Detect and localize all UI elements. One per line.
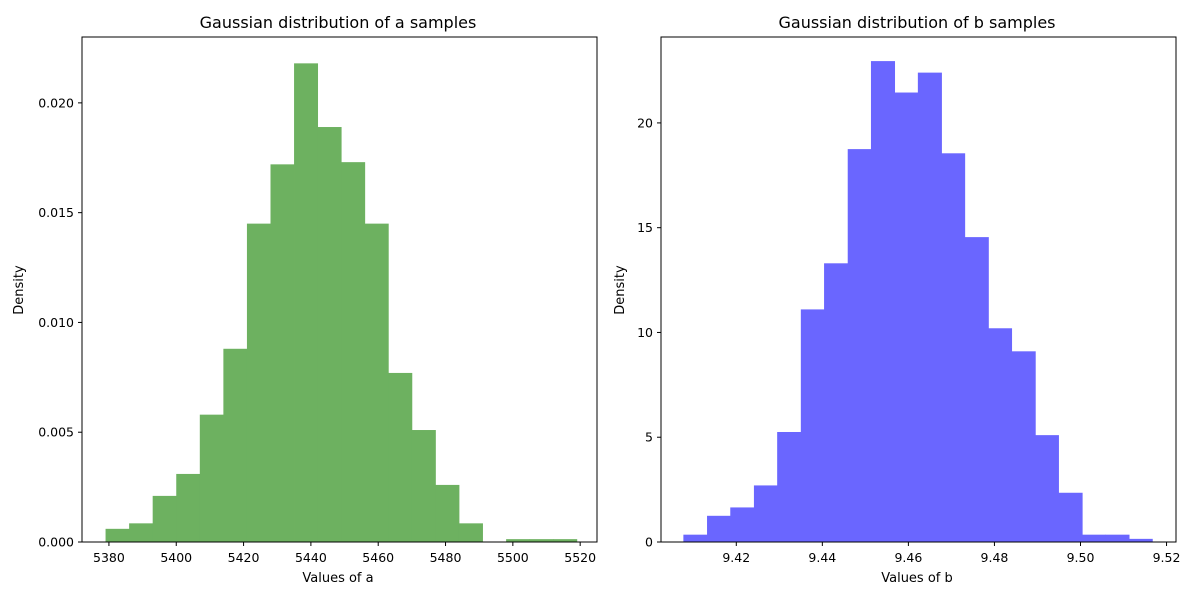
histogram-bar-b [847, 149, 872, 542]
histogram-bar-b [777, 431, 802, 542]
x-axis-label-b: Values of b [881, 571, 953, 586]
histogram-bar-b [683, 534, 708, 542]
histogram-bar-b [917, 72, 942, 542]
x-tick-label-a: 5420 [228, 550, 260, 565]
histogram-bar-b [894, 92, 919, 542]
chart-title-b: Gaussian distribution of b samples [778, 13, 1055, 32]
x-axis-label-a: Values of a [302, 571, 373, 586]
y-axis-label-b: Density [613, 265, 628, 315]
histogram-bar-a [199, 414, 224, 542]
x-tick-label-a: 5480 [430, 550, 462, 565]
histogram-bar-a [435, 484, 460, 542]
histogram-bar-a [341, 162, 366, 543]
histogram-bar-a [506, 539, 531, 542]
histogram-bar-b [1082, 534, 1106, 542]
histogram-bar-b [1129, 538, 1153, 542]
x-tick-label-b: 9.48 [981, 550, 1009, 565]
histogram-bar-b [753, 485, 778, 542]
plot-frame-a [81, 36, 598, 543]
y-tick-label-b: 5 [645, 430, 653, 445]
plot-frame-b [660, 36, 1177, 543]
histogram-bar-b [800, 309, 825, 542]
y-tick-label-b: 20 [637, 115, 653, 130]
x-tick-label-a: 5520 [564, 550, 596, 565]
histogram-bar-a [388, 372, 413, 542]
histogram-bar-a [294, 63, 319, 542]
x-tick-label-a: 5400 [160, 550, 192, 565]
y-tick-label-a: 0.020 [38, 95, 74, 110]
y-tick-label-a: 0.000 [38, 535, 74, 550]
histogram-bar-b [730, 507, 755, 542]
histogram-bar-a [529, 539, 554, 542]
chart-title-a: Gaussian distribution of a samples [200, 13, 477, 32]
histogram-bar-b [870, 61, 896, 543]
y-tick-label-a: 0.010 [38, 315, 74, 330]
x-tick-label-a: 5460 [362, 550, 394, 565]
x-tick-label-b: 9.46 [894, 550, 922, 565]
histogram-bar-b [941, 153, 966, 542]
y-tick-label-b: 10 [637, 325, 653, 340]
histogram-bar-b [988, 328, 1013, 542]
histogram-bar-a [105, 528, 130, 542]
histogram-bar-b [1035, 435, 1059, 542]
histogram-bar-a [152, 495, 177, 542]
histogram-bar-a [411, 430, 436, 542]
x-tick-label-a: 5440 [295, 550, 327, 565]
chart-panel-b: Gaussian distribution of b samples Value… [613, 13, 1180, 586]
histogram-bar-b [1011, 351, 1036, 542]
y-axis-label-a: Density [12, 265, 27, 315]
histogram-bar-b [1058, 492, 1083, 542]
x-tick-label-b: 9.50 [1067, 550, 1095, 565]
x-tick-label-a: 5500 [497, 550, 529, 565]
histogram-bar-a [129, 523, 154, 542]
histogram-bar-a [317, 127, 342, 543]
chart-panel-a: Gaussian distribution of a samples Value… [12, 13, 598, 586]
histogram-bar-a [553, 539, 578, 542]
y-tick-label-a: 0.005 [38, 425, 74, 440]
histogram-bar-a [270, 164, 295, 542]
y-tick-label-b: 15 [637, 220, 653, 235]
x-tick-label-b: 9.44 [808, 550, 836, 565]
histogram-bar-b [824, 263, 849, 542]
x-tick-label-b: 9.42 [722, 550, 750, 565]
histogram-bar-b [1105, 534, 1130, 542]
histogram-bar-a [246, 223, 271, 542]
histogram-bar-a [364, 223, 389, 542]
y-tick-label-a: 0.015 [38, 205, 74, 220]
y-tick-label-b: 0 [645, 535, 653, 550]
histogram-bar-a [458, 523, 483, 542]
histogram-bar-a [223, 348, 248, 542]
x-tick-label-a: 5380 [93, 550, 125, 565]
x-tick-label-b: 9.52 [1153, 550, 1181, 565]
histogram-bar-b [964, 237, 989, 542]
histogram-bar-a [176, 473, 201, 542]
histogram-bar-b [707, 515, 731, 542]
